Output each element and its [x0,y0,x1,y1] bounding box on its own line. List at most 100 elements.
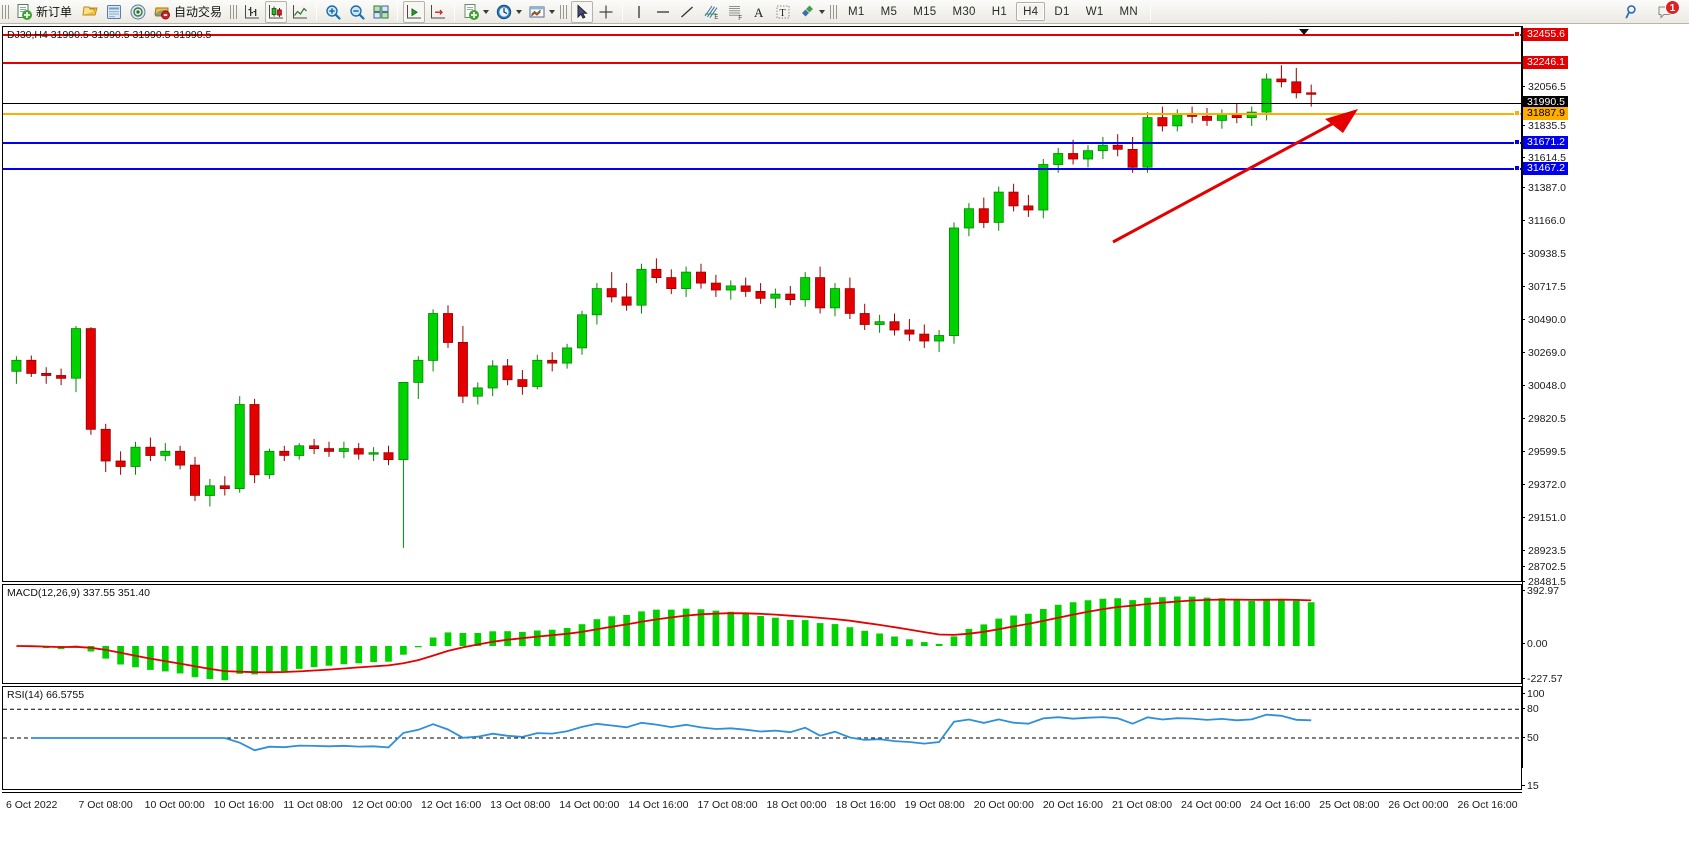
price-tick-30717-5: 30717.5 [1522,282,1566,292]
crosshair-icon [599,5,613,18]
trendline-button[interactable] [676,1,698,23]
timeframe-w1[interactable]: W1 [1085,5,1104,18]
level-line-32455-6[interactable] [3,34,1521,36]
timeframe-m1[interactable]: M1 [848,5,865,18]
svg-text:A: A [754,5,764,20]
messages-button[interactable]: 1 [1655,0,1680,23]
rsi-panel[interactable]: RSI(14) 66.5755 [2,686,1522,790]
market-watch-button[interactable] [79,1,101,23]
level-handle-31671-2[interactable] [1514,139,1520,145]
tile-windows-button[interactable] [370,1,392,23]
templates-button[interactable] [526,1,557,23]
price-tag-32455-6[interactable]: 32455.6 [1523,28,1568,41]
level-line-32246-1[interactable] [3,62,1521,64]
templates-icon [529,6,545,17]
time-axis[interactable]: 6 Oct 2022 7 Oct 08:00 10 Oct 00:00 10 Oct … [2,792,1522,832]
text-icon: A [754,5,764,20]
level-line-31671-2[interactable] [3,142,1521,144]
new-order-label: 新订单 [36,4,73,19]
chevron-down-icon[interactable] [483,9,490,14]
fibonacci-button[interactable]: F [724,1,746,23]
zoom-in-icon [326,4,341,20]
main-toolbar: 新订单 自动交易 [0,0,1689,24]
toolbar-separator-4 [622,2,624,21]
price-tag-31887-9[interactable]: 31887.9 [1523,107,1568,120]
trend-arrow-annotation[interactable] [3,27,1521,581]
timeframe-mn[interactable]: MN [1119,5,1139,18]
folder-yellow-icon [82,6,98,15]
toolbar-grip-1[interactable] [2,2,9,21]
chart-area[interactable]: DJ30,H4 31990.5 31990.5 31990.5 31990.5 … [0,24,1689,862]
navigator-icon [130,4,146,19]
price-axis[interactable]: 32455.6 32246.1 32056.5 31990.5 31887.9 … [1522,26,1689,791]
time-tick: 25 Oct 08:00 [1319,799,1380,811]
price-tag-31671-2[interactable]: 31671.2 [1523,136,1568,149]
auto-scroll-button[interactable] [403,0,426,23]
bar-chart-button[interactable] [241,1,263,23]
messages-badge: 1 [1665,0,1680,15]
horizontal-line-button[interactable] [652,1,674,23]
price-tag-31990-5[interactable]: 31990.5 [1523,96,1568,109]
equidistant-channel-button[interactable]: E [700,1,722,23]
zoom-in-button[interactable] [322,1,344,23]
level-line-31990-5[interactable] [3,103,1521,104]
chevron-down-icon[interactable] [549,9,556,14]
level-handle-31887-9[interactable] [1514,110,1520,116]
objects-button[interactable] [796,1,827,23]
level-line-31467-2[interactable] [3,168,1521,170]
chevron-down-icon[interactable] [819,9,826,14]
svg-text:F: F [738,16,742,21]
search-icon [1625,4,1636,18]
price-tick-28923-5: 28923.5 [1522,546,1566,556]
price-tick-31166-0: 31166.0 [1522,216,1565,226]
timeframe-m30[interactable]: M30 [952,5,976,18]
price-tick-31387-0: 31387.0 [1522,183,1566,193]
toolbar-separator-2 [397,2,399,21]
text-label-button[interactable]: T [772,1,794,23]
toolbar-grip-4[interactable] [830,2,838,21]
price-tag-31467-2[interactable]: 31467.2 [1523,162,1568,175]
level-handle-31467-2[interactable] [1514,165,1520,171]
time-tick: 12 Oct 00:00 [351,799,413,811]
time-tick: 26 Oct 00:00 [1388,799,1449,811]
chart-dropdown-marker-icon[interactable] [1297,27,1311,37]
chart-shift-button[interactable] [427,1,449,23]
timeframe-m15[interactable]: M15 [913,5,937,18]
price-tag-32246-1[interactable]: 32246.1 [1523,56,1568,69]
auto-trading-button[interactable]: 自动交易 [151,1,227,23]
vertical-line-button[interactable] [628,1,650,23]
new-order-button[interactable]: 新订单 [13,1,77,23]
indicators-button[interactable] [460,1,491,23]
period-button[interactable] [493,1,524,23]
rsi-label: RSI(14) 66.5755 [7,689,85,701]
text-button[interactable]: A [748,1,770,23]
level-handle-32455-6[interactable] [1514,31,1520,37]
crosshair-button[interactable] [595,1,617,23]
clock-icon [496,4,512,19]
timeframe-h4[interactable]: H4 [1016,2,1046,21]
auto-trading-label: 自动交易 [174,4,223,19]
data-window-button[interactable] [103,1,125,23]
cursor-button[interactable] [571,0,594,23]
toolbar-grip-3[interactable] [560,2,568,21]
toolbar-grip-2[interactable] [230,2,238,21]
chevron-down-icon[interactable] [516,9,523,14]
time-tick: 14 Oct 16:00 [628,799,689,811]
candlestick-chart-button[interactable] [265,0,288,23]
timeframe-h1[interactable]: H1 [991,5,1008,18]
line-chart-button[interactable] [289,1,311,23]
timeframe-m5[interactable]: M5 [880,5,898,18]
axis-line [1522,26,1523,768]
search-button[interactable] [1622,1,1644,23]
time-tick: 10 Oct 16:00 [213,799,274,811]
navigator-button[interactable] [127,1,149,23]
timeframe-d1[interactable]: D1 [1054,5,1070,18]
time-tick: 12 Oct 16:00 [421,799,482,811]
rsi-tick-100: 100 [1522,689,1545,699]
time-tick: 17 Oct 08:00 [697,799,758,811]
level-line-31887-9[interactable] [3,113,1521,115]
macd-panel[interactable]: MACD(12,26,9) 337.55 351.40 [2,584,1522,684]
macd-series [16,596,1315,681]
price-chart-panel[interactable]: DJ30,H4 31990.5 31990.5 31990.5 31990.5 [2,26,1522,582]
zoom-out-button[interactable] [346,1,368,23]
